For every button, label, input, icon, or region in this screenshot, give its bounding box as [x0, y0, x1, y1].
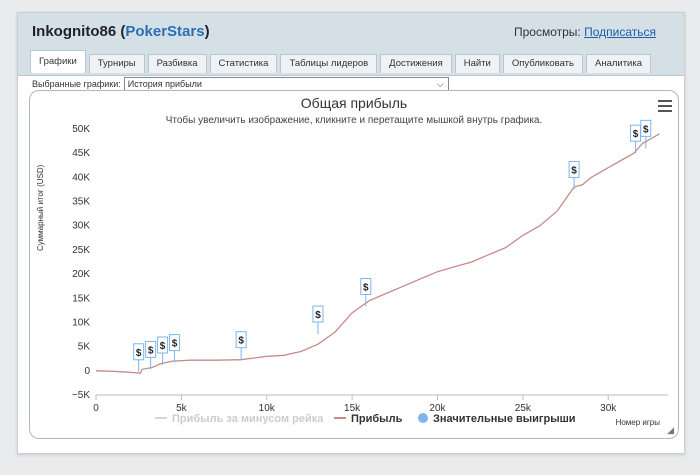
- tab-analytics[interactable]: Аналитика: [585, 54, 652, 73]
- hamburger-menu-icon[interactable]: [658, 100, 672, 112]
- x-tick-label: 0: [93, 403, 99, 414]
- y-tick-label: 30K: [72, 221, 90, 232]
- legend-profit-label: Прибыль: [351, 413, 403, 425]
- x-tick-label: 10k: [259, 403, 276, 414]
- big-win-flag: [568, 160, 580, 178]
- y-tick-label: 45K: [72, 148, 90, 159]
- views-area: Просмотры: Подписаться: [514, 25, 656, 39]
- tab-statistics[interactable]: Статистика: [209, 54, 278, 73]
- y-tick-label: 25K: [72, 245, 90, 256]
- big-win-flag-label: $: [148, 345, 154, 356]
- tab-publish[interactable]: Опубликовать: [502, 54, 583, 73]
- big-win-flag-label: $: [643, 124, 649, 135]
- site-link[interactable]: PokerStars: [125, 23, 205, 40]
- big-win-flag-label: $: [315, 310, 321, 321]
- big-win-flag-label: $: [238, 336, 244, 347]
- profile-window: Inkognito86 (PokerStars) Просмотры: Подп…: [17, 12, 685, 454]
- big-win-flag: [235, 331, 247, 349]
- chevron-down-icon: ⌵: [436, 79, 444, 89]
- big-win-flag-label: $: [172, 339, 178, 350]
- big-win-flag-label: $: [633, 129, 639, 140]
- y-tick-label: −5K: [72, 390, 90, 401]
- x-tick-label: 20k: [429, 403, 446, 414]
- graph-select-value: История прибыли: [127, 79, 202, 89]
- big-win-flag: [157, 336, 169, 354]
- legend-wins-symbol: [418, 413, 428, 423]
- chart-container[interactable]: Общая прибыль Чтобы увеличить изображени…: [29, 90, 679, 439]
- y-tick-label: 0: [84, 366, 90, 377]
- legend-rake-label: Прибыль за минусом рейка: [172, 413, 324, 425]
- big-win-flag-label: $: [136, 348, 142, 359]
- y-tick-label: 15K: [72, 293, 90, 304]
- tab-bar: Графики Турниры Разбивка Статистика Табл…: [30, 49, 652, 73]
- player-name: Inkognito86: [32, 23, 117, 40]
- y-tick-label: 10K: [72, 317, 90, 328]
- tab-graphs[interactable]: Графики: [30, 50, 86, 73]
- graph-select[interactable]: История прибыли ⌵: [123, 77, 449, 91]
- y-tick-label: 20K: [72, 269, 90, 280]
- tab-achievements[interactable]: Достижения: [380, 54, 452, 73]
- big-win-flag: [133, 343, 145, 361]
- resize-handle-icon[interactable]: ◢: [667, 425, 674, 435]
- big-win-flag-label: $: [571, 165, 577, 176]
- y-tick-label: 35K: [72, 197, 90, 208]
- subscribe-link[interactable]: Подписаться: [584, 25, 656, 39]
- x-axis-title: Номер игры: [616, 418, 661, 427]
- big-win-flag: [169, 334, 181, 352]
- page-title: Inkognito86 (PokerStars): [32, 23, 210, 40]
- tab-find[interactable]: Найти: [454, 54, 500, 73]
- y-tick-label: 5K: [78, 342, 91, 353]
- tab-tournaments[interactable]: Турниры: [88, 54, 145, 73]
- chart-subtitle: Чтобы увеличить изображение, кликните и …: [165, 115, 543, 126]
- profile-header: Inkognito86 (PokerStars) Просмотры: Подп…: [18, 13, 684, 76]
- graph-selector-label: Выбранные графики:: [32, 79, 121, 89]
- x-tick-label: 25k: [515, 403, 532, 414]
- y-tick-label: 40K: [72, 172, 90, 183]
- big-win-flag: [312, 305, 324, 323]
- graph-selector: Выбранные графики: История прибыли ⌵: [32, 77, 449, 91]
- legend-wins-label: Значительные выигрыши: [433, 413, 576, 425]
- x-tick-label: 5k: [176, 403, 188, 414]
- profit-series-line: [95, 133, 660, 374]
- big-win-flag-label: $: [160, 341, 166, 352]
- big-win-flag: [145, 340, 157, 358]
- big-win-flag: [640, 119, 652, 137]
- big-win-flag-label: $: [363, 282, 369, 293]
- chart-title: Общая прибыль: [300, 95, 408, 111]
- views-label: Просмотры:: [513, 25, 581, 39]
- tab-breakdown[interactable]: Разбивка: [147, 54, 207, 73]
- tab-leaderboards[interactable]: Таблицы лидеров: [280, 54, 378, 73]
- y-tick-label: 50K: [72, 124, 90, 135]
- big-win-flag: [360, 277, 372, 295]
- x-tick-label: 30k: [600, 403, 617, 414]
- x-tick-label: 15k: [344, 403, 361, 414]
